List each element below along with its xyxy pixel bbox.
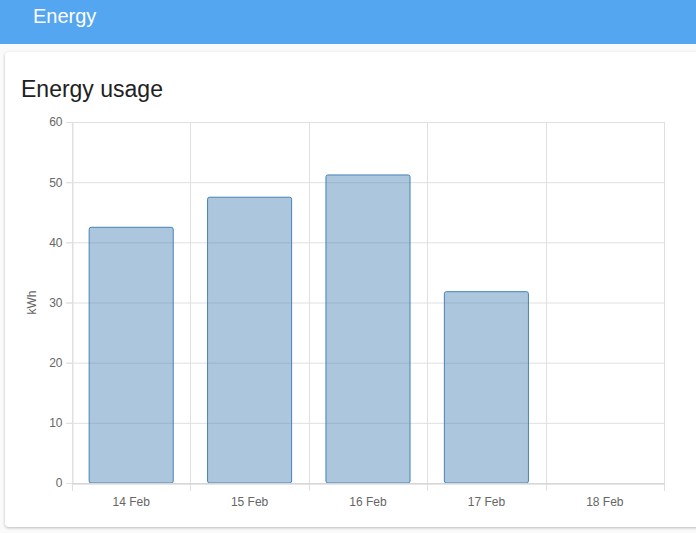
tick-label: 0 [56, 476, 63, 490]
y-axis-line [73, 123, 74, 484]
tick-label: 10 [49, 416, 63, 430]
category-divider [664, 122, 665, 491]
category-divider [427, 122, 428, 491]
bar [444, 292, 528, 483]
tick-label: 18 Feb [586, 495, 624, 509]
category-divider [309, 122, 310, 491]
y-axis-title: kWh [25, 291, 39, 315]
bars [89, 175, 528, 483]
tick-label: 16 Feb [349, 495, 387, 509]
chart: Energy usage kWh 0 10 20 30 40 50 60 14 Feb 15 Feb… [0, 0, 696, 533]
x-tick: 15 Feb [231, 495, 269, 509]
y-tick: 60 [49, 115, 72, 129]
tick-label: 14 Feb [113, 495, 151, 509]
chart-title: Energy usage [21, 76, 163, 102]
tick-mark [67, 363, 73, 364]
y-tick: 50 [49, 176, 72, 190]
tick-mark [67, 303, 73, 304]
tick-label: 60 [49, 115, 63, 129]
bar [208, 197, 292, 483]
x-grid [73, 122, 665, 491]
x-tick: 14 Feb [113, 495, 151, 509]
y-tick: 20 [49, 356, 72, 370]
tick-label: 30 [49, 296, 63, 310]
y-tick: 10 [49, 416, 72, 430]
header-title: Energy [33, 5, 96, 28]
bar [89, 227, 173, 483]
tick-label: 15 Feb [231, 495, 269, 509]
y-axis: 0 10 20 30 40 50 60 [49, 115, 73, 490]
header-bar: Energy [0, 0, 696, 44]
bar [326, 175, 410, 483]
x-tick: 16 Feb [349, 495, 387, 509]
y-tick: 40 [49, 236, 72, 250]
tick-mark [67, 122, 73, 123]
tick-label: 20 [49, 356, 63, 370]
category-divider [546, 122, 547, 491]
tick-mark [67, 242, 73, 243]
grid-line [66, 483, 664, 484]
x-axis: 14 Feb 15 Feb 16 Feb 17 Feb 18 Feb [73, 484, 665, 509]
tick-mark [67, 182, 73, 183]
grid-line [66, 122, 664, 123]
tick-mark [67, 423, 73, 424]
category-divider [190, 122, 191, 491]
y-grid [66, 123, 664, 484]
x-tick: 17 Feb [468, 495, 506, 509]
category-divider [72, 122, 73, 491]
x-axis-line [73, 484, 665, 485]
tick-label: 40 [49, 236, 63, 250]
y-tick: 30 [49, 296, 72, 310]
tick-label: 17 Feb [468, 495, 506, 509]
tick-mark [67, 483, 73, 484]
x-tick: 18 Feb [586, 495, 624, 509]
tick-label: 50 [49, 176, 63, 190]
y-tick: 0 [56, 476, 73, 490]
